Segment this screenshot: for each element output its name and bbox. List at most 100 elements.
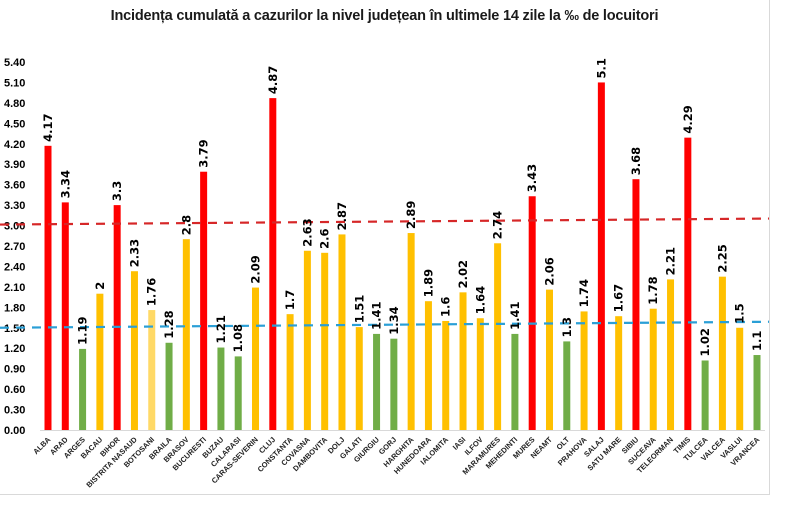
bar-hunedoara: [424, 301, 432, 430]
bar-caras-severin: [252, 287, 260, 430]
y-tick-label: 0.00: [4, 425, 25, 437]
bar-arges: [79, 348, 87, 430]
bar-alba: [44, 145, 52, 431]
data-label: 1.74: [577, 279, 591, 307]
bar-teleorman: [667, 279, 675, 430]
bar-gorj: [390, 338, 398, 430]
y-tick-label: 0.60: [4, 384, 25, 396]
bar-bacau: [96, 293, 104, 430]
reference-line-3: [0, 217, 770, 226]
bar-vrancea: [753, 355, 761, 430]
data-label: 3.68: [629, 147, 643, 175]
data-label: 1.02: [698, 328, 712, 356]
bar-dolj: [338, 234, 346, 430]
data-label: 2.06: [542, 257, 556, 285]
y-tick-label: 1.20: [4, 343, 25, 355]
bar-iasi: [459, 292, 467, 430]
data-label: 1.3: [560, 317, 574, 337]
bar-harghita: [407, 233, 415, 430]
bar-neamt: [545, 289, 553, 430]
data-label: 2.87: [335, 202, 349, 230]
data-label: 1.67: [612, 284, 626, 312]
data-label: 1.1: [750, 331, 764, 351]
bar-vaslui: [736, 327, 744, 430]
bar-maramures: [494, 243, 502, 430]
y-tick-label: 3.90: [4, 159, 25, 171]
bar-giurgiu: [373, 333, 381, 430]
bar-covasna: [303, 250, 311, 430]
y-tick-label: 3.30: [4, 200, 25, 212]
data-label: 2: [93, 282, 107, 290]
data-label: 4.29: [681, 105, 695, 133]
data-label: 5.1: [594, 58, 608, 78]
data-label: 1.41: [370, 302, 384, 330]
y-tick-label: 4.80: [4, 98, 25, 110]
data-label: 2.09: [249, 255, 263, 283]
bar-bistrita-nasaud: [130, 271, 138, 430]
bars: [44, 82, 761, 431]
bar-sibiu: [632, 179, 640, 430]
bar-mehedinti: [511, 333, 519, 430]
bar-buzau: [217, 347, 225, 430]
data-label: 2.89: [404, 201, 418, 229]
bar-ilfov: [476, 318, 484, 430]
reference-line-1.5: [0, 320, 770, 329]
bar-calarasi: [234, 356, 242, 430]
y-tick-label: 2.40: [4, 261, 25, 273]
data-label: 3.43: [525, 164, 539, 192]
y-tick-label: 0.90: [4, 364, 25, 376]
bar-mures: [528, 196, 536, 430]
bar-cluj: [269, 98, 277, 430]
data-label: 2.6: [318, 228, 332, 248]
bar-suceava: [649, 308, 657, 430]
reference-lines: [0, 217, 770, 329]
data-label: 4.87: [266, 66, 280, 94]
data-label: 3.34: [58, 170, 72, 198]
data-label: 2.25: [715, 244, 729, 272]
bar-braila: [165, 342, 173, 430]
data-label: 1.41: [508, 302, 522, 330]
y-tick-label: 5.40: [4, 57, 25, 69]
data-label: 1.76: [145, 278, 159, 306]
data-label: 2.33: [127, 239, 141, 267]
y-tick-label: 3.60: [4, 180, 25, 192]
bar-olt: [563, 341, 571, 430]
bar-bucuresti: [200, 171, 208, 431]
bar-timis: [684, 137, 692, 430]
y-tick-label: 4.50: [4, 118, 25, 130]
bar-salaj: [597, 82, 605, 430]
chart-frame: [0, 0, 770, 495]
data-label: 1.89: [421, 269, 435, 297]
bar-valcea: [718, 276, 726, 430]
bar-ialomita: [442, 320, 450, 430]
data-label: 2.74: [491, 211, 505, 239]
bar-arad: [61, 202, 69, 430]
bar-satu-mare: [615, 316, 623, 430]
bar-constanta: [286, 314, 294, 430]
y-tick-label: 4.20: [4, 139, 25, 151]
data-label: 1.5: [733, 303, 747, 323]
bar-prahova: [580, 311, 588, 430]
y-tick-label: 2.10: [4, 282, 25, 294]
data-label: 1.21: [214, 315, 228, 343]
y-tick-label: 0.30: [4, 405, 25, 417]
data-label: 1.6: [439, 297, 453, 317]
data-label: 2.21: [664, 247, 678, 275]
data-label: 3.3: [110, 181, 124, 201]
data-label: 1.34: [387, 306, 401, 334]
data-label: 2.63: [300, 218, 314, 246]
data-label: 1.19: [76, 317, 90, 345]
data-label: 1.08: [231, 324, 245, 352]
data-label: 4.17: [41, 113, 55, 141]
y-tick-label: 5.10: [4, 77, 25, 89]
data-label: 1.51: [352, 295, 366, 323]
bar-botosani: [148, 310, 156, 430]
bar-brasov: [182, 239, 190, 430]
y-tick-label: 1.50: [4, 323, 25, 335]
data-label: 1.78: [646, 276, 660, 304]
data-label: 1.7: [283, 290, 297, 310]
bar-dambovita: [321, 252, 329, 430]
y-tick-label: 1.80: [4, 302, 25, 314]
